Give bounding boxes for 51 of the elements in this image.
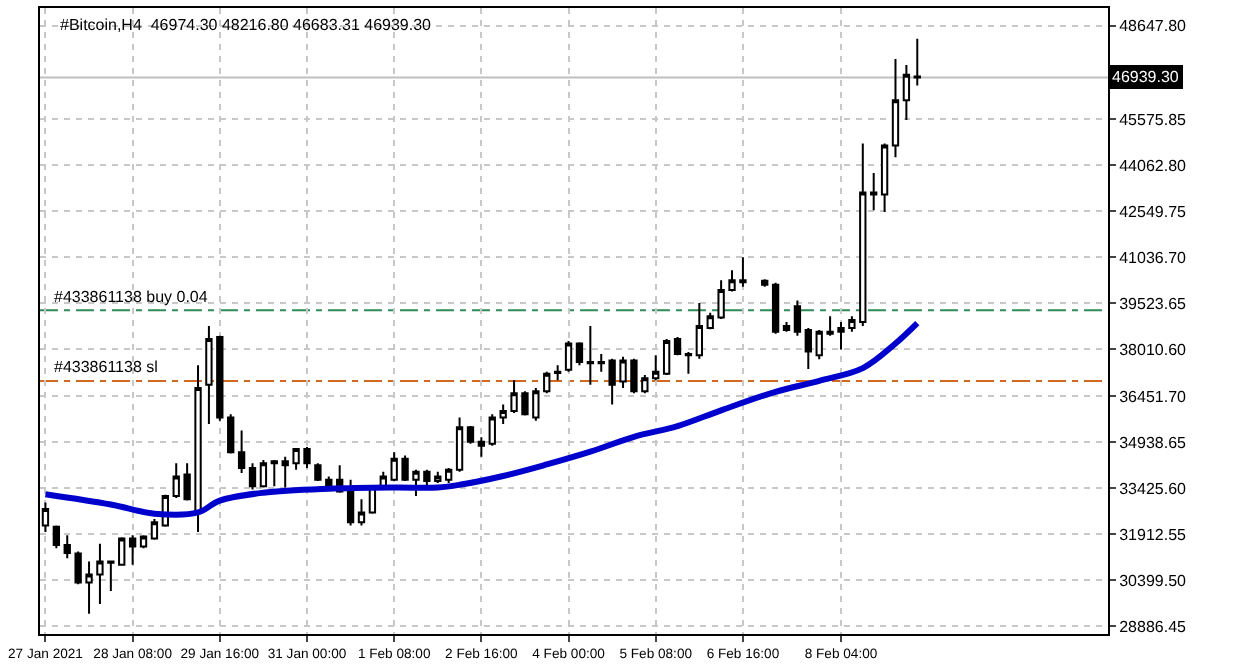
candlestick xyxy=(248,462,257,491)
y-tick-label: 41036.70 xyxy=(1119,248,1188,267)
candlestick xyxy=(128,534,137,566)
y-tick-label: 38010.60 xyxy=(1119,340,1188,359)
y-tick-label: 42549.75 xyxy=(1119,202,1188,221)
candlestick xyxy=(227,413,235,455)
candlestick xyxy=(891,58,900,159)
y-tick-label: 34938.65 xyxy=(1119,433,1188,452)
candlestick xyxy=(52,524,61,550)
y-tick-label: 31912.55 xyxy=(1119,525,1188,544)
candlestick xyxy=(771,281,780,335)
candlestick xyxy=(259,459,268,489)
y-tick-label: 30399.50 xyxy=(1119,571,1188,590)
candlestick xyxy=(782,321,791,333)
candlestick xyxy=(564,340,573,373)
candlestick xyxy=(477,436,486,458)
ref-line-label: 46939.30 xyxy=(1112,68,1180,86)
line-series xyxy=(42,320,921,518)
candlestick xyxy=(662,338,671,376)
candlestick xyxy=(270,459,278,488)
y-tick-label: 28886.45 xyxy=(1119,617,1188,636)
ref-line-label: #433861138 sl xyxy=(54,358,159,376)
candlestick xyxy=(150,517,159,541)
candlestick xyxy=(761,278,769,288)
candlestick xyxy=(902,63,911,121)
candlestick xyxy=(466,425,475,445)
y-tick-label: 33425.60 xyxy=(1119,479,1188,498)
candlestick xyxy=(684,351,693,375)
candlestick xyxy=(870,171,878,212)
ref-line-label: #433861138 buy 0.04 xyxy=(54,288,209,306)
candlestick xyxy=(586,324,595,386)
candlestick xyxy=(804,326,812,371)
candlestick xyxy=(455,416,464,473)
y-tick-label: 36451.70 xyxy=(1119,387,1188,406)
candlestick xyxy=(793,299,802,337)
y-tick-label: 45575.85 xyxy=(1119,110,1188,129)
candlestick xyxy=(357,498,366,527)
candlestick xyxy=(695,302,703,360)
candlestick xyxy=(237,429,246,475)
candlestick xyxy=(880,142,889,214)
candlestick xyxy=(553,364,562,382)
candlestick xyxy=(346,478,355,527)
y-tick-label: 39523.65 xyxy=(1119,294,1188,313)
text: #Bitcoin,H4 46974.30 48216.80 46683.31 46939.30 xyxy=(60,16,433,34)
candlestick xyxy=(488,413,496,447)
candlestick xyxy=(673,336,682,357)
y-tick-label: 48647.80 xyxy=(1119,17,1188,36)
candlestick xyxy=(575,341,584,367)
candlestick xyxy=(445,466,453,484)
candlestick xyxy=(913,37,921,87)
y-tick-label: 44062.80 xyxy=(1119,156,1188,175)
